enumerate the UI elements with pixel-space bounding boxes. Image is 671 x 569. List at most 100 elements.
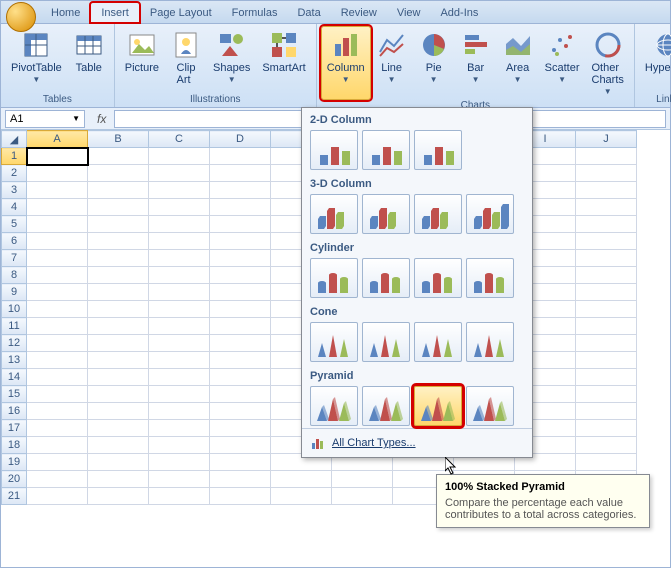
cell[interactable] xyxy=(27,471,88,488)
cell[interactable] xyxy=(576,182,637,199)
cell[interactable] xyxy=(210,233,271,250)
cell[interactable] xyxy=(576,165,637,182)
cell[interactable] xyxy=(210,454,271,471)
cell[interactable] xyxy=(27,301,88,318)
chart-type-3-d-column-2[interactable] xyxy=(414,194,462,234)
cell[interactable] xyxy=(88,216,149,233)
tab-data[interactable]: Data xyxy=(287,3,330,23)
cell[interactable] xyxy=(27,352,88,369)
cell[interactable] xyxy=(576,454,637,471)
name-box[interactable]: A1▼ xyxy=(5,110,85,128)
cell[interactable] xyxy=(27,403,88,420)
cell[interactable] xyxy=(210,352,271,369)
cell[interactable] xyxy=(210,182,271,199)
all-chart-types-link[interactable]: All Chart Types... xyxy=(332,437,416,449)
cell[interactable] xyxy=(576,386,637,403)
cell[interactable] xyxy=(210,369,271,386)
cell[interactable] xyxy=(210,250,271,267)
smartart-button[interactable]: SmartArt xyxy=(256,26,311,94)
cell[interactable] xyxy=(88,454,149,471)
chart-type-2-d-column-2[interactable] xyxy=(414,130,462,170)
cell[interactable] xyxy=(149,437,210,454)
cell[interactable] xyxy=(576,233,637,250)
chart-type-cone-0[interactable] xyxy=(310,322,358,362)
cell[interactable] xyxy=(149,250,210,267)
chart-type-2-d-column-0[interactable] xyxy=(310,130,358,170)
cell[interactable] xyxy=(27,284,88,301)
chart-type-3-d-column-0[interactable] xyxy=(310,194,358,234)
area-button[interactable]: Area▼ xyxy=(497,26,539,100)
cell[interactable] xyxy=(88,420,149,437)
row-head-16[interactable]: 16 xyxy=(2,403,27,420)
picture-button[interactable]: Picture xyxy=(119,26,165,94)
chart-type-pyramid-0[interactable] xyxy=(310,386,358,426)
line-button[interactable]: Line▼ xyxy=(371,26,413,100)
row-head-21[interactable]: 21 xyxy=(2,488,27,505)
pivottable-button[interactable]: PivotTable▼ xyxy=(5,26,68,94)
cell[interactable] xyxy=(210,267,271,284)
col-head-C[interactable]: C xyxy=(149,131,210,148)
tab-review[interactable]: Review xyxy=(331,3,387,23)
cell[interactable] xyxy=(149,352,210,369)
cell[interactable] xyxy=(576,318,637,335)
row-head-13[interactable]: 13 xyxy=(2,352,27,369)
cell[interactable] xyxy=(149,182,210,199)
cell[interactable] xyxy=(27,318,88,335)
row-head-6[interactable]: 6 xyxy=(2,233,27,250)
chart-type-3-d-column-1[interactable] xyxy=(362,194,410,234)
cell[interactable] xyxy=(88,199,149,216)
cell[interactable] xyxy=(27,386,88,403)
cell[interactable] xyxy=(210,165,271,182)
cell[interactable] xyxy=(88,165,149,182)
cell[interactable] xyxy=(27,369,88,386)
row-head-14[interactable]: 14 xyxy=(2,369,27,386)
column-button[interactable]: Column▼ xyxy=(321,26,371,100)
chart-type-pyramid-3[interactable] xyxy=(466,386,514,426)
cell[interactable] xyxy=(149,165,210,182)
chart-type-pyramid-2[interactable] xyxy=(414,386,462,426)
bar-button[interactable]: Bar▼ xyxy=(455,26,497,100)
cell[interactable] xyxy=(210,148,271,165)
office-orb[interactable] xyxy=(6,2,36,32)
cell[interactable] xyxy=(210,386,271,403)
cell[interactable] xyxy=(210,199,271,216)
cell[interactable] xyxy=(271,471,332,488)
cell[interactable] xyxy=(576,267,637,284)
cell[interactable] xyxy=(149,284,210,301)
chart-type-cylinder-1[interactable] xyxy=(362,258,410,298)
tab-page-layout[interactable]: Page Layout xyxy=(140,3,222,23)
cell[interactable] xyxy=(149,454,210,471)
cell[interactable] xyxy=(88,318,149,335)
chart-type-3-d-column-3[interactable] xyxy=(466,194,514,234)
cell[interactable] xyxy=(27,335,88,352)
row-head-9[interactable]: 9 xyxy=(2,284,27,301)
col-head-A[interactable]: A xyxy=(27,131,88,148)
cell[interactable] xyxy=(149,335,210,352)
cell[interactable] xyxy=(576,352,637,369)
scatter-button[interactable]: Scatter▼ xyxy=(539,26,586,100)
row-head-10[interactable]: 10 xyxy=(2,301,27,318)
cell[interactable] xyxy=(88,335,149,352)
cell[interactable] xyxy=(27,148,88,165)
cell[interactable] xyxy=(27,182,88,199)
cell[interactable] xyxy=(88,267,149,284)
row-head-20[interactable]: 20 xyxy=(2,471,27,488)
cell[interactable] xyxy=(149,420,210,437)
cell[interactable] xyxy=(149,301,210,318)
cell[interactable] xyxy=(149,386,210,403)
cell[interactable] xyxy=(149,216,210,233)
cell[interactable] xyxy=(27,454,88,471)
cell[interactable] xyxy=(149,369,210,386)
cell[interactable] xyxy=(210,284,271,301)
cell[interactable] xyxy=(149,488,210,505)
row-head-3[interactable]: 3 xyxy=(2,182,27,199)
chart-type-cone-3[interactable] xyxy=(466,322,514,362)
cell[interactable] xyxy=(88,437,149,454)
cell[interactable] xyxy=(27,216,88,233)
row-head-12[interactable]: 12 xyxy=(2,335,27,352)
shapes-button[interactable]: Shapes▼ xyxy=(207,26,256,94)
chart-type-cone-2[interactable] xyxy=(414,322,462,362)
other-charts-button[interactable]: OtherCharts▼ xyxy=(586,26,630,100)
cell[interactable] xyxy=(27,420,88,437)
row-head-2[interactable]: 2 xyxy=(2,165,27,182)
